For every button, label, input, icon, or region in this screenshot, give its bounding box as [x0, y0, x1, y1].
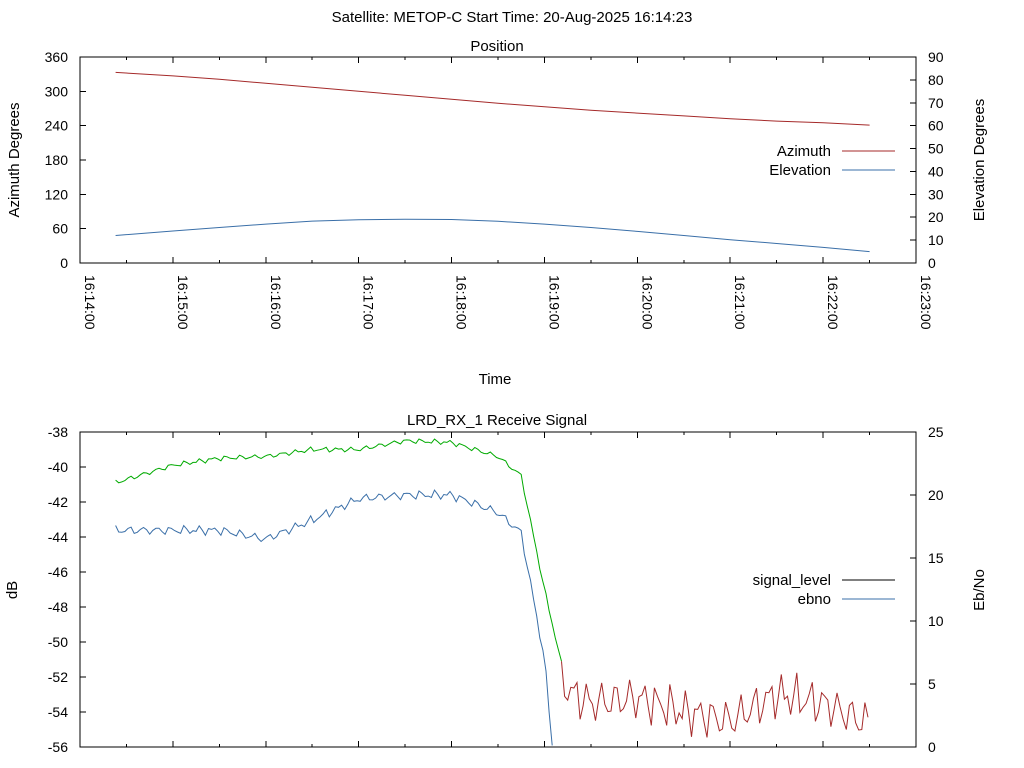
position-chart-title: Position — [470, 38, 523, 55]
signal-y-tick-label: -40 — [48, 459, 68, 475]
position-y2-axis-label: Elevation Degrees — [971, 99, 988, 222]
position-y2-tick-label: 90 — [928, 49, 944, 65]
position-y-tick-label: 360 — [45, 49, 69, 65]
position-y-tick-label: 0 — [60, 255, 68, 271]
position-y2-tick-label: 50 — [928, 141, 944, 157]
signal-y-tick-label: -38 — [48, 424, 68, 440]
position-y-tick-label: 120 — [45, 186, 69, 202]
position-x-axis-label: Time — [479, 371, 512, 388]
signal-y2-tick-label: 15 — [928, 550, 944, 566]
position-x-tick-label: 16:14:00 — [82, 275, 98, 330]
position-y2-tick-label: 80 — [928, 72, 944, 88]
position-x-tick-label: 16:23:00 — [918, 275, 934, 330]
position-y-tick-label: 240 — [45, 118, 69, 134]
signal-y2-axis-label: Eb/No — [971, 569, 988, 611]
signal-y-tick-label: -44 — [48, 529, 68, 545]
position-x-tick-label: 16:20:00 — [639, 275, 655, 330]
position-x-tick-label: 16:15:00 — [175, 275, 191, 330]
signal-y2-tick-label: 10 — [928, 613, 944, 629]
position-y2-tick-label: 20 — [928, 209, 944, 225]
signal-y-axis-label: dB — [4, 581, 21, 599]
signal-y-tick-label: -42 — [48, 494, 68, 510]
position-x-tick-label: 16:21:00 — [732, 275, 748, 330]
signal-y-tick-label: -46 — [48, 564, 68, 580]
page-title: Satellite: METOP-C Start Time: 20-Aug-20… — [332, 9, 693, 26]
signal-y2-tick-label: 0 — [928, 739, 936, 755]
signal-chart: LRD_RX_1 Receive Signal -56-54-52-50-48-… — [4, 412, 988, 755]
position-plot-frame — [79, 56, 917, 264]
signal-y2-tick-label: 20 — [928, 487, 944, 503]
series-azimuth-line — [115, 71, 870, 126]
position-y-tick-label: 180 — [45, 152, 69, 168]
position-x-tick-label: 16:17:00 — [361, 275, 377, 330]
signal-y-tick-label: -56 — [48, 739, 68, 755]
position-y2-tick-label: 30 — [928, 186, 944, 202]
signal-ticks: -56 -54 -52 -50 -48 -46 -44 -42 -40 -38 0 5 10 15 20 25 — [48, 424, 944, 755]
signal-y2-tick-label: 5 — [928, 676, 936, 692]
position-chart: Position 0 60 120 180 240 300 360 0 10 20 30 40 50 60… — [6, 38, 988, 388]
series-signal-level-weak-line — [561, 661, 869, 738]
signal-y-tick-label: -48 — [48, 599, 68, 615]
position-y2-tick-label: 40 — [928, 163, 944, 179]
position-y-axis-label: Azimuth Degrees — [6, 102, 23, 217]
position-y2-tick-label: 60 — [928, 118, 944, 134]
position-y2-tick-label: 10 — [928, 232, 944, 248]
series-signal-level-line — [115, 438, 562, 662]
position-y2-tick-label: 70 — [928, 95, 944, 111]
position-y-tick-label: 60 — [52, 221, 68, 237]
legend-label-azimuth: Azimuth — [777, 143, 831, 160]
signal-chart-title: LRD_RX_1 Receive Signal — [407, 412, 587, 429]
position-series — [115, 71, 870, 253]
series-elevation-line — [115, 218, 870, 253]
position-y-tick-label: 300 — [45, 83, 69, 99]
legend-label-ebno: ebno — [798, 591, 831, 608]
signal-y-tick-label: -52 — [48, 669, 68, 685]
series-ebno-line — [115, 489, 553, 746]
signal-legend: signal_level ebno — [753, 572, 895, 608]
position-x-tick-label: 16:18:00 — [454, 275, 470, 330]
signal-y2-tick-label: 25 — [928, 424, 944, 440]
position-y2-tick-label: 0 — [928, 255, 936, 271]
position-x-tick-label: 16:22:00 — [825, 275, 841, 330]
legend-label-elevation: Elevation — [769, 162, 831, 179]
signal-plot-frame — [79, 431, 917, 748]
position-ticks: 0 60 120 180 240 300 360 0 10 20 30 40 50 60 70 80 90 16:… — [45, 49, 944, 330]
legend-label-signal-level: signal_level — [753, 572, 831, 589]
signal-y-tick-label: -50 — [48, 634, 68, 650]
position-x-tick-label: 16:19:00 — [546, 275, 562, 330]
signal-y-tick-label: -54 — [48, 704, 68, 720]
position-x-tick-label: 16:16:00 — [268, 275, 284, 330]
signal-series — [115, 438, 869, 746]
position-legend: Azimuth Elevation — [769, 143, 895, 179]
